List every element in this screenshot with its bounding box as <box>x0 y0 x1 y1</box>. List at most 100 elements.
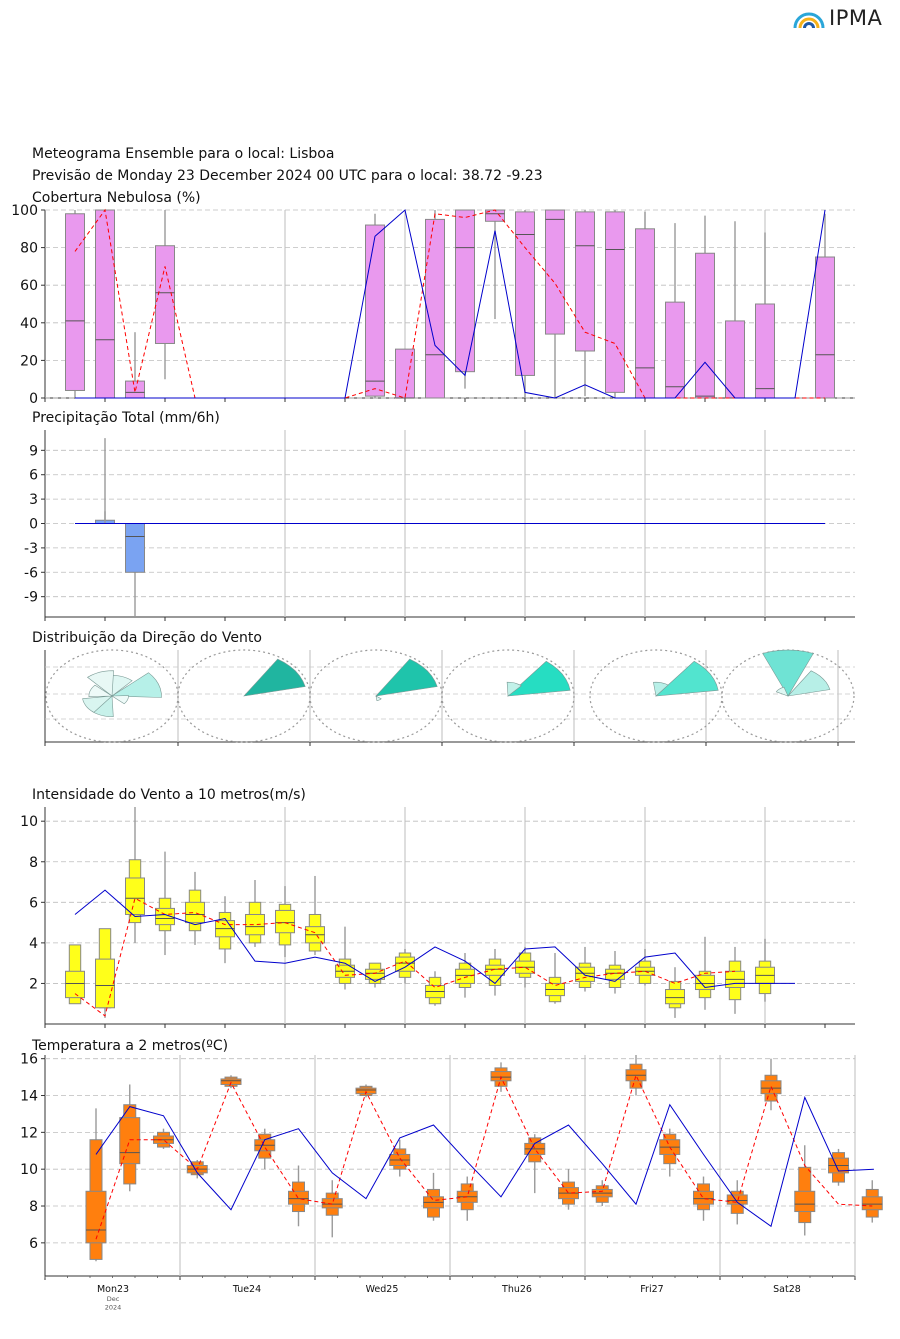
wind-rose-petal <box>375 695 382 701</box>
wind-direction-title: Distribuição da Direção do Vento <box>32 630 262 646</box>
wind-rose-circle <box>177 649 311 743</box>
wind-rose-circle <box>589 649 723 743</box>
box <box>794 1190 816 1213</box>
y-tick-label: -6 <box>24 565 38 581</box>
date-sublabel: Dec <box>107 1295 120 1303</box>
day-label: Mon23 <box>97 1284 129 1295</box>
box <box>726 1194 748 1205</box>
y-tick-label: 14 <box>20 1089 38 1105</box>
box <box>95 958 115 1009</box>
y-tick-label: 10 <box>20 814 38 830</box>
box <box>65 213 85 391</box>
meteogram-location-title: Meteograma Ensemble para o local: Lisboa <box>32 146 335 162</box>
ipma-logo: IPMA <box>792 6 892 32</box>
wind-rose-circle <box>441 649 575 743</box>
ipma-logo-icon <box>793 12 825 29</box>
control-run-line <box>95 1095 874 1228</box>
y-tick-label: 0 <box>29 517 38 533</box>
day-label: Wed25 <box>366 1284 399 1295</box>
box <box>755 303 775 399</box>
box <box>365 224 385 397</box>
y-tick-label: 10 <box>20 1162 38 1178</box>
box <box>605 968 625 980</box>
y-tick-label: -3 <box>24 541 38 557</box>
box <box>455 209 475 373</box>
y-tick-label: 60 <box>20 278 38 294</box>
y-tick-label: 12 <box>20 1125 38 1141</box>
precipitation-title: Precipitação Total (mm/6h) <box>32 410 220 426</box>
box <box>185 901 205 924</box>
wind-rose-petal <box>653 681 669 697</box>
ipma-logo-text: IPMA <box>829 6 883 30</box>
wind-rose-circle <box>45 649 179 743</box>
box <box>693 1190 714 1205</box>
box <box>605 211 625 393</box>
wind-rose-petal <box>111 695 129 705</box>
y-tick-label: 0 <box>29 391 38 407</box>
box <box>125 877 145 915</box>
y-tick-label: 2 <box>29 976 38 992</box>
wind-rose-petal <box>655 660 719 697</box>
wind-rose-petal <box>86 670 114 697</box>
box <box>125 523 145 573</box>
wind-rose-petal <box>88 684 113 698</box>
day-label: Sat28 <box>773 1284 801 1295</box>
y-tick-label: 6 <box>29 1236 38 1252</box>
wind-rose-circle <box>309 649 443 743</box>
box <box>635 228 655 399</box>
wind-rose-petal <box>787 670 831 697</box>
wind-rose-petal <box>375 658 438 697</box>
control-run-line <box>75 209 826 399</box>
wind-speed-chart: 2 4 6 8 10 <box>20 807 855 1028</box>
wind-rose-petal <box>762 649 814 697</box>
y-tick-label: 8 <box>29 855 38 871</box>
cloud-cover-chart: 0 20 40 60 80 100 <box>11 203 855 407</box>
box <box>275 909 295 934</box>
control-run-line <box>74 889 795 989</box>
y-tick-label: 6 <box>29 468 38 484</box>
forecast-run-info: Previsão de Monday 23 December 2024 00 U… <box>32 168 543 184</box>
y-tick-label: -9 <box>24 590 38 606</box>
wind-rose-petal <box>507 660 571 697</box>
y-tick-label: 6 <box>29 895 38 911</box>
box <box>515 211 535 376</box>
cloud-cover-title: Cobertura Nebulosa (%) <box>32 190 201 206</box>
box <box>425 218 445 399</box>
wind-rose-petal <box>82 695 113 713</box>
box <box>321 1198 343 1209</box>
wind-direction-chart <box>44 649 855 746</box>
box <box>815 256 835 399</box>
box <box>575 211 595 352</box>
box <box>395 348 415 399</box>
box <box>155 907 175 926</box>
precipitation-chart: -9 -6 -3 0 3 6 9 <box>24 430 855 621</box>
wind-rose-petal <box>775 686 789 697</box>
temperature-title: Temperatura a 2 metros(ºC) <box>32 1038 229 1054</box>
day-label: Fri27 <box>640 1284 663 1295</box>
ensemble-mean-line <box>74 897 736 1017</box>
date-sublabel: 2024 <box>105 1304 122 1312</box>
wind-rose-petal <box>111 672 162 698</box>
y-tick-label: 8 <box>29 1199 38 1215</box>
box <box>695 252 715 399</box>
y-tick-label: 9 <box>29 443 38 459</box>
box <box>155 245 175 344</box>
y-tick-label: 3 <box>29 492 38 508</box>
box <box>665 989 685 1005</box>
wind-rose-petal <box>243 658 306 697</box>
wind-rose-petal <box>506 681 522 697</box>
box <box>725 320 745 399</box>
y-tick-label: 20 <box>20 353 38 369</box>
box <box>119 1117 141 1165</box>
y-tick-label: 4 <box>29 936 38 952</box>
y-tick-label: 40 <box>20 316 38 332</box>
box <box>861 1196 883 1211</box>
box <box>665 301 685 399</box>
box <box>485 964 505 976</box>
day-label: Tue24 <box>232 1284 261 1295</box>
box <box>245 913 265 936</box>
box <box>365 968 385 980</box>
day-label: Thu26 <box>501 1284 532 1295</box>
box <box>545 209 565 335</box>
ensemble-mean-line <box>95 1073 873 1240</box>
